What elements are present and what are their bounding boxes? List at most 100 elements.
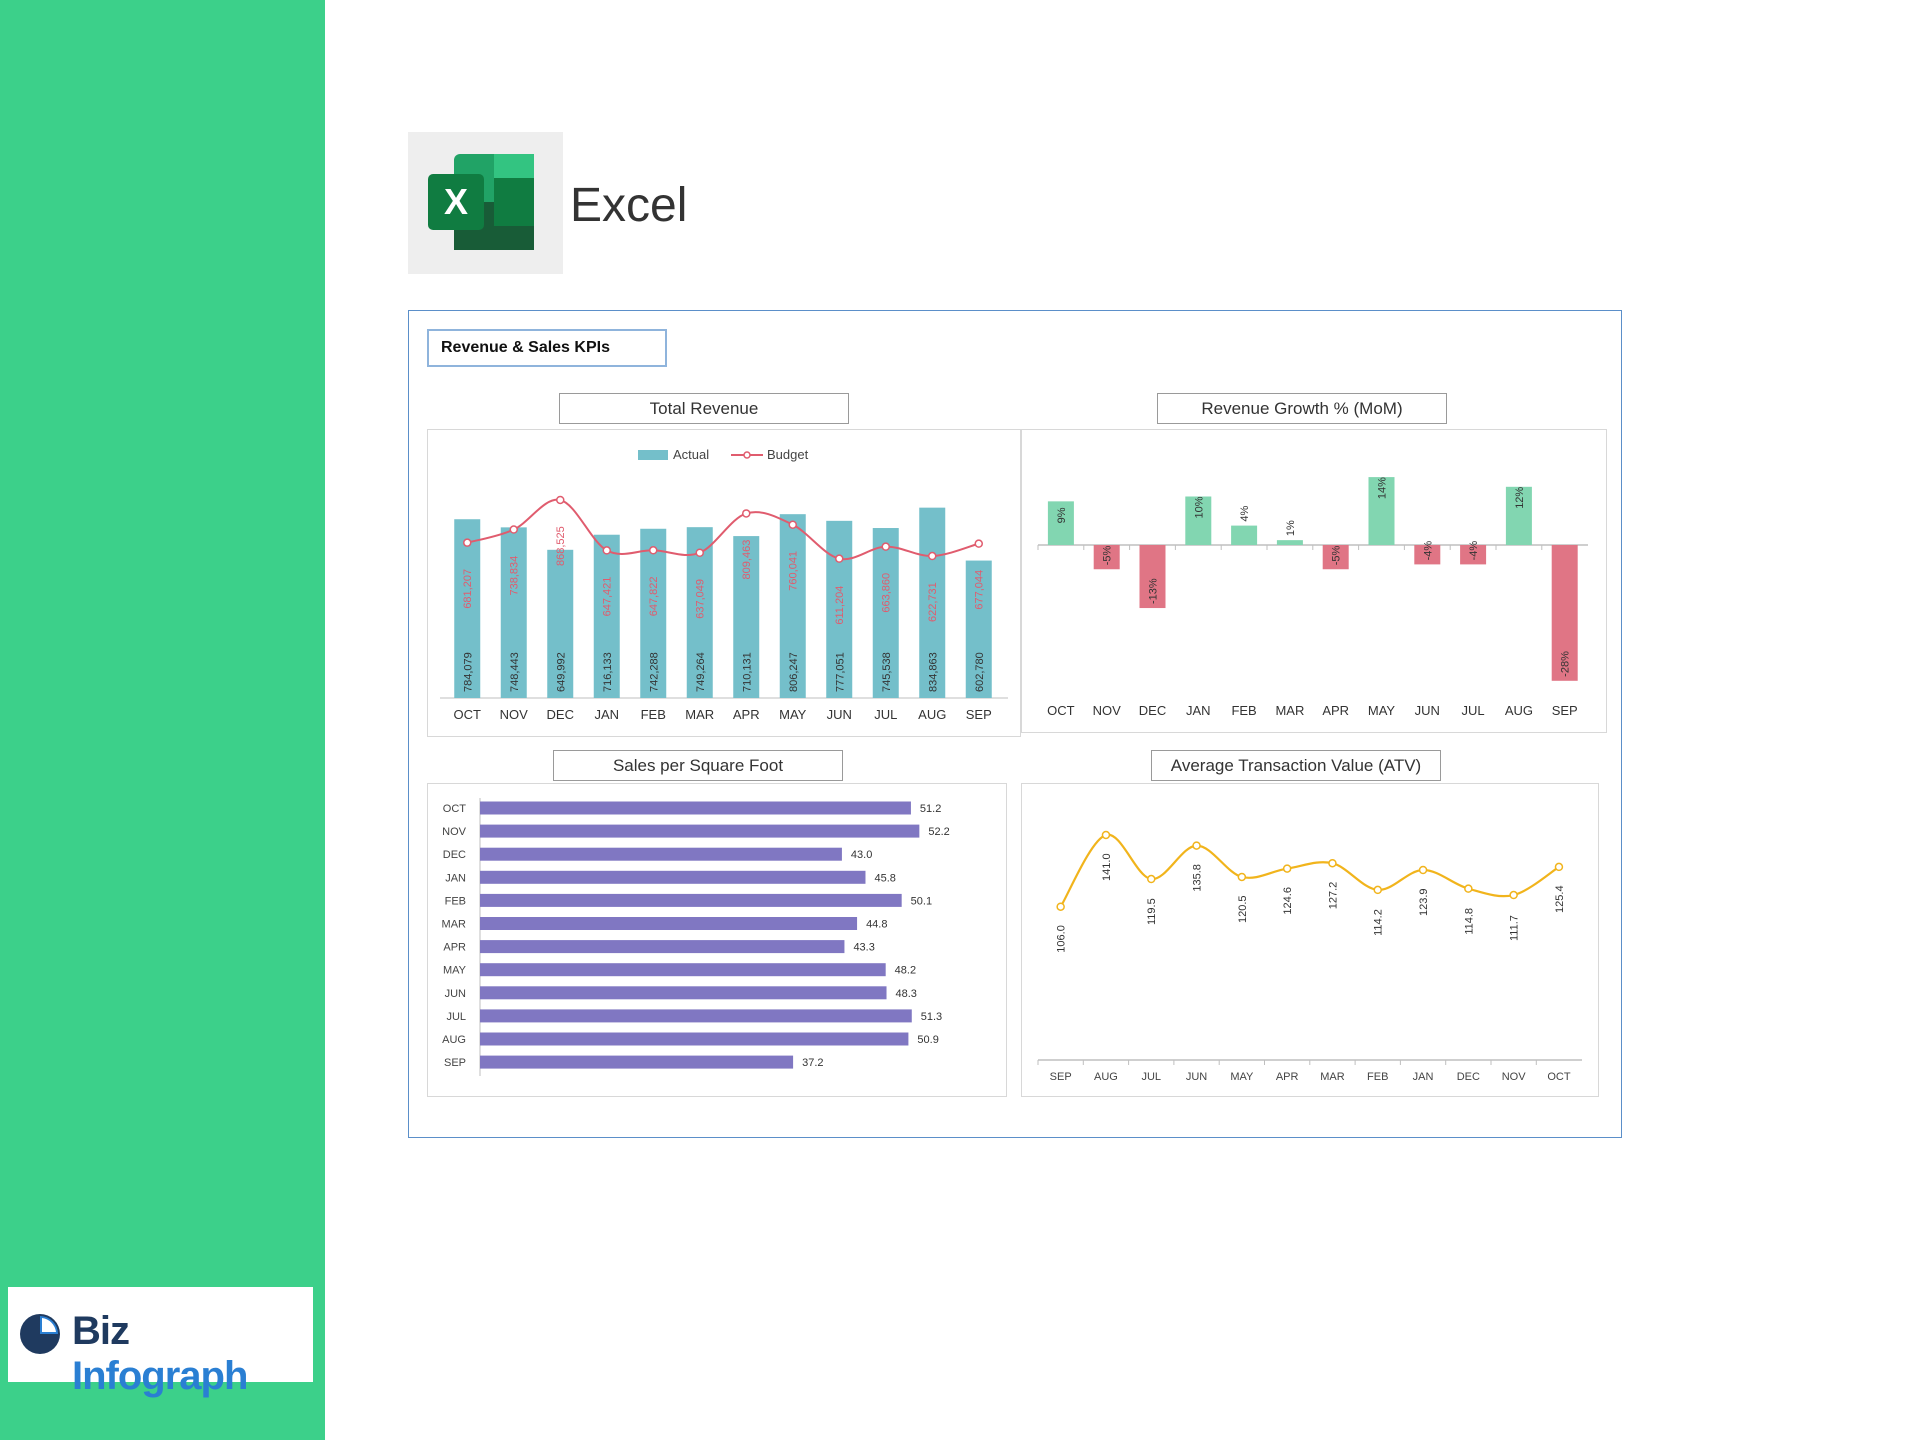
atv-label: 114.2 — [1373, 909, 1385, 936]
x-tick-label: MAR — [685, 707, 714, 722]
growth-bar-negative — [1139, 545, 1166, 609]
atv-point — [1192, 841, 1201, 850]
budget-label: 647,822 — [648, 577, 660, 617]
x-tick-label: OCT — [1047, 703, 1075, 718]
x-tick-label: DEC — [547, 707, 574, 722]
budget-label: 637,049 — [695, 579, 707, 619]
sales-sqft-title: Sales per Square Foot — [553, 750, 843, 781]
budget-label: 677,044 — [974, 570, 986, 610]
x-tick-label: DEC — [1457, 1071, 1480, 1083]
x-tick-label: NOV — [1093, 703, 1122, 718]
budget-point — [881, 542, 890, 551]
growth-label: 14% — [1377, 477, 1389, 499]
sqft-bar — [480, 917, 858, 930]
atv-label: 120.5 — [1237, 895, 1249, 923]
growth-label: -4% — [1468, 541, 1480, 561]
budget-label: 738,834 — [509, 556, 521, 596]
x-tick-label: APR — [1322, 703, 1349, 718]
y-tick-label: APR — [443, 942, 466, 954]
y-tick-label: JUL — [446, 1011, 466, 1023]
sqft-bar — [480, 847, 842, 861]
sqft-label: 44.8 — [866, 919, 887, 931]
x-tick-label: DEC — [1139, 703, 1166, 718]
actual-label: 745,538 — [881, 652, 893, 692]
actual-label: 784,079 — [462, 652, 474, 692]
sqft-label: 50.1 — [911, 895, 932, 907]
y-tick-label: MAR — [442, 919, 467, 931]
atv-label: 114.8 — [1463, 908, 1475, 935]
growth-bar-negative — [1322, 545, 1349, 570]
actual-label: 834,863 — [927, 652, 939, 692]
x-tick-label: JAN — [594, 707, 619, 722]
growth-bar-positive — [1231, 525, 1258, 545]
actual-bar — [965, 560, 992, 698]
sqft-bar — [480, 893, 902, 907]
atv-label: 141.0 — [1101, 853, 1113, 881]
budget-point — [556, 495, 565, 505]
x-tick-label: SEP — [1552, 703, 1578, 718]
sqft-bar — [480, 1009, 912, 1023]
sqft-bar — [480, 870, 866, 884]
actual-bar — [500, 527, 527, 698]
sqft-bar — [480, 1055, 794, 1069]
app-title: Excel — [570, 179, 688, 232]
atv-label: 124.6 — [1282, 887, 1294, 915]
x-tick-label: MAR — [1320, 1071, 1345, 1083]
sqft-label: 43.0 — [851, 849, 872, 861]
sqft-label: 48.2 — [895, 965, 916, 977]
growth-label: -4% — [1422, 541, 1434, 561]
legend-actual-swatch — [638, 450, 668, 460]
atv-label: 135.8 — [1192, 864, 1204, 892]
actual-bar — [826, 520, 853, 698]
x-tick-label: APR — [1276, 1071, 1299, 1083]
atv-label: 127.2 — [1327, 882, 1339, 910]
budget-point — [463, 538, 472, 547]
atv-label: 111.7 — [1509, 915, 1521, 941]
y-tick-label: MAY — [443, 965, 467, 977]
actual-label: 749,264 — [695, 652, 707, 692]
y-tick-label: AUG — [442, 1034, 466, 1046]
x-tick-label: SEP — [1050, 1071, 1072, 1083]
atv-label: 125.4 — [1554, 885, 1566, 913]
x-tick-label: AUG — [1094, 1071, 1118, 1083]
growth-bar-positive — [1047, 501, 1074, 545]
growth-bar-negative — [1093, 545, 1120, 570]
x-tick-label: APR — [733, 707, 760, 722]
actual-bar — [733, 536, 760, 698]
atv-line — [1059, 833, 1560, 908]
atv-point — [1464, 884, 1473, 893]
brand-name: Biz Infograph — [72, 1309, 313, 1399]
y-tick-label: NOV — [442, 826, 467, 838]
budget-point — [509, 525, 518, 534]
dashboard: Revenue & Sales KPIs Total Revenue Actua… — [408, 310, 1622, 1138]
x-tick-label: JUN — [827, 707, 852, 722]
revenue-growth-title: Revenue Growth % (MoM) — [1157, 393, 1447, 424]
x-tick-label: JUN — [1186, 1071, 1207, 1083]
y-tick-label: OCT — [443, 803, 467, 815]
x-tick-label: JAN — [1186, 703, 1211, 718]
atv-point — [1237, 872, 1247, 882]
x-tick-label: MAY — [1368, 703, 1396, 718]
growth-label: 10% — [1193, 496, 1205, 518]
growth-bar-positive — [1276, 540, 1303, 545]
growth-label: 4% — [1239, 505, 1251, 521]
legend-budget-label: Budget — [767, 447, 809, 462]
y-tick-label: DEC — [443, 849, 466, 861]
x-tick-label: SEP — [966, 707, 992, 722]
growth-label: 9% — [1056, 507, 1068, 523]
legend-actual-label: Actual — [673, 447, 709, 462]
x-tick-label: AUG — [918, 707, 946, 722]
atv-point — [1147, 874, 1156, 884]
growth-bar-negative — [1460, 545, 1487, 565]
x-tick-label: MAY — [1230, 1071, 1254, 1083]
growth-label: -13% — [1148, 578, 1160, 604]
y-tick-label: JAN — [445, 872, 466, 884]
budget-label: 611,204 — [834, 586, 846, 625]
budget-point — [835, 554, 844, 563]
atv-label: 106.0 — [1056, 925, 1068, 953]
budget-label: 647,421 — [602, 577, 614, 617]
budget-point — [649, 546, 658, 555]
actual-label: 716,133 — [602, 652, 614, 692]
sqft-bar — [480, 963, 886, 977]
x-tick-label: FEB — [641, 707, 666, 722]
